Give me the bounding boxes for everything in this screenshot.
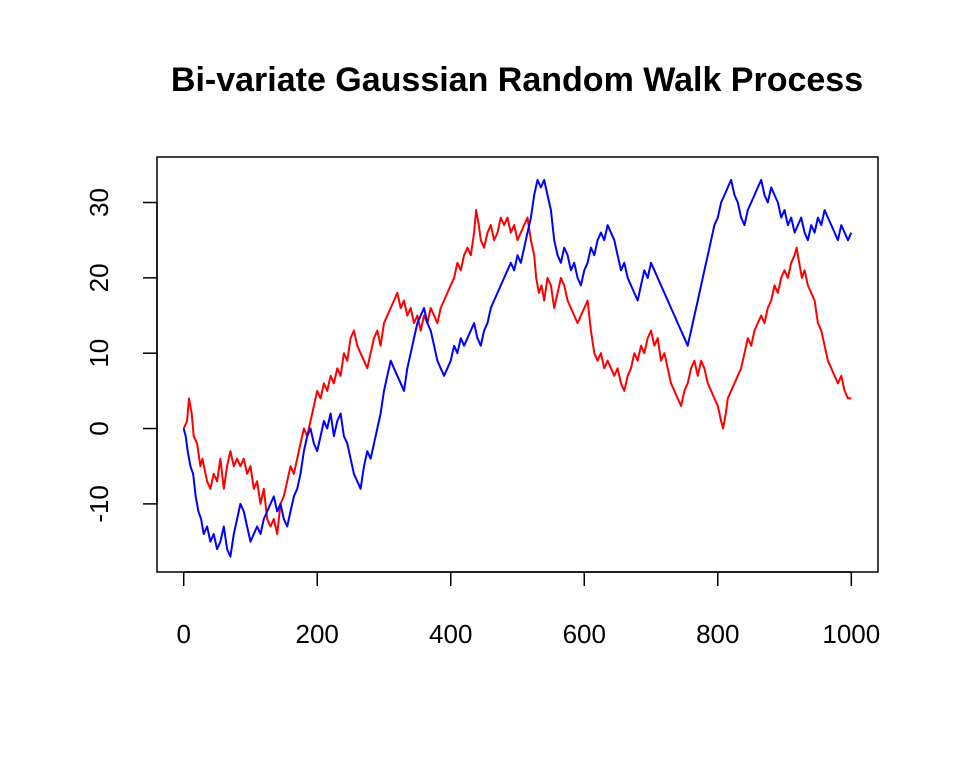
x-axis: 0 200 400 600 800 1000 [176, 571, 880, 649]
x-tick-label: 200 [296, 619, 339, 649]
chart-title: Bi-variate Gaussian Random Walk Process [171, 61, 863, 99]
x-tick-label: 400 [429, 619, 472, 649]
x-tick-label: 800 [696, 619, 739, 649]
y-tick-label: 20 [84, 263, 114, 292]
y-tick-label: -10 [84, 485, 114, 523]
x-tick-label: 600 [563, 619, 606, 649]
y-tick-label: 30 [84, 188, 114, 217]
y-tick-label: 10 [84, 339, 114, 368]
plot-frame [156, 156, 879, 573]
series-line-2 [182, 178, 853, 558]
x-tick-label: 1000 [822, 619, 880, 649]
series-layer [182, 178, 853, 558]
series-line-1 [182, 209, 852, 535]
y-axis: -10 0 10 20 30 [84, 188, 158, 523]
x-tick-label: 0 [176, 619, 190, 649]
y-tick-label: 0 [84, 421, 114, 435]
